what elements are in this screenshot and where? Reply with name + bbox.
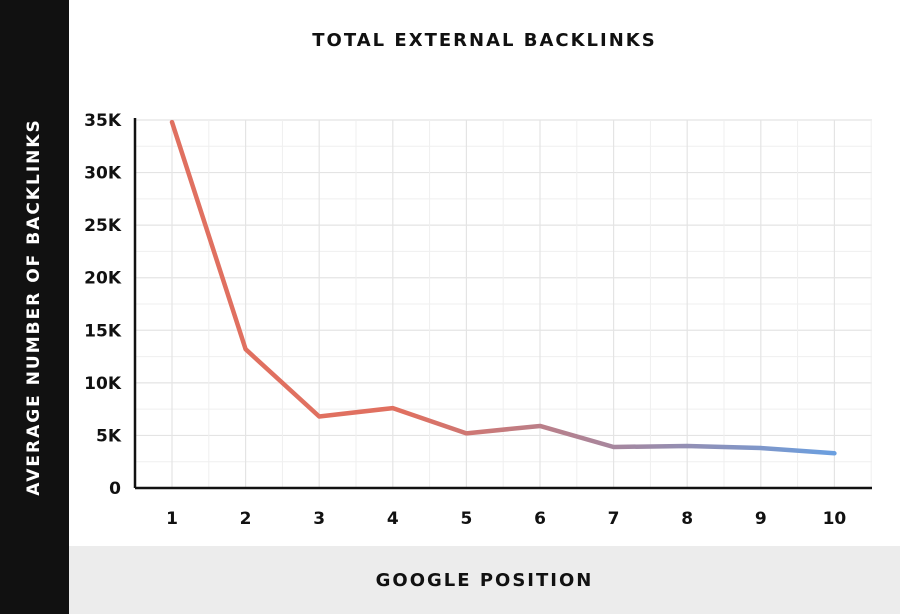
x-tick-label: 8 bbox=[681, 509, 693, 529]
x-tick-label: 10 bbox=[823, 509, 847, 529]
x-tick-label: 3 bbox=[313, 509, 325, 529]
grid bbox=[135, 119, 872, 488]
y-tick-label: 10K bbox=[84, 374, 122, 394]
x-axis-band bbox=[69, 546, 900, 614]
y-tick-label: 20K bbox=[84, 269, 122, 289]
x-tick-label: 5 bbox=[460, 509, 472, 529]
y-tick-label: 15K bbox=[84, 321, 122, 341]
series bbox=[169, 119, 837, 456]
y-axis-band: AVERAGE NUMBER OF BACKLINKS bbox=[0, 0, 69, 614]
x-tick-label: 1 bbox=[166, 509, 178, 529]
y-tick-labels: 0 5K 10K 15K 20K 25K 30K 35K bbox=[84, 111, 122, 499]
x-axis-label: GOOGLE POSITION bbox=[375, 570, 594, 591]
x-tick-label: 6 bbox=[534, 509, 546, 529]
axes bbox=[133, 118, 872, 490]
y-tick-label: 5K bbox=[96, 426, 122, 446]
series-line bbox=[169, 119, 837, 456]
x-tick-label: 4 bbox=[387, 509, 399, 529]
y-tick-label: 25K bbox=[84, 216, 122, 236]
x-tick-label: 7 bbox=[608, 509, 620, 529]
y-tick-label: 35K bbox=[84, 111, 122, 131]
y-tick-label: 30K bbox=[84, 164, 122, 184]
x-tick-label: 2 bbox=[240, 509, 252, 529]
chart-title: TOTAL EXTERNAL BACKLINKS bbox=[312, 30, 657, 51]
x-tick-labels: 1 2 3 4 5 6 7 8 9 10 bbox=[166, 509, 846, 529]
y-tick-label: 0 bbox=[109, 479, 121, 499]
x-tick-label: 9 bbox=[755, 509, 767, 529]
